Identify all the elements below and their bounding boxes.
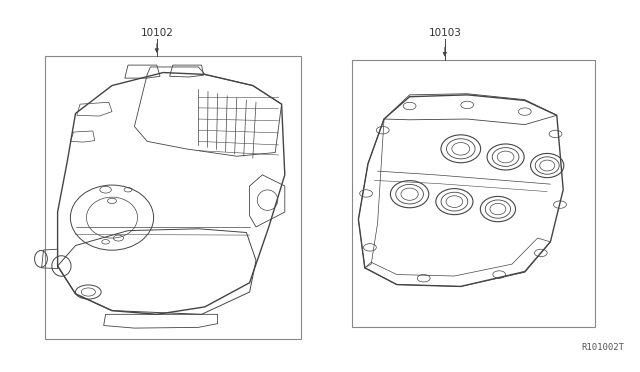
- Text: 10102: 10102: [140, 28, 173, 38]
- Bar: [352, 60, 595, 327]
- Text: 10103: 10103: [428, 28, 461, 38]
- Bar: [45, 56, 301, 339]
- Text: R101002T: R101002T: [581, 343, 624, 352]
